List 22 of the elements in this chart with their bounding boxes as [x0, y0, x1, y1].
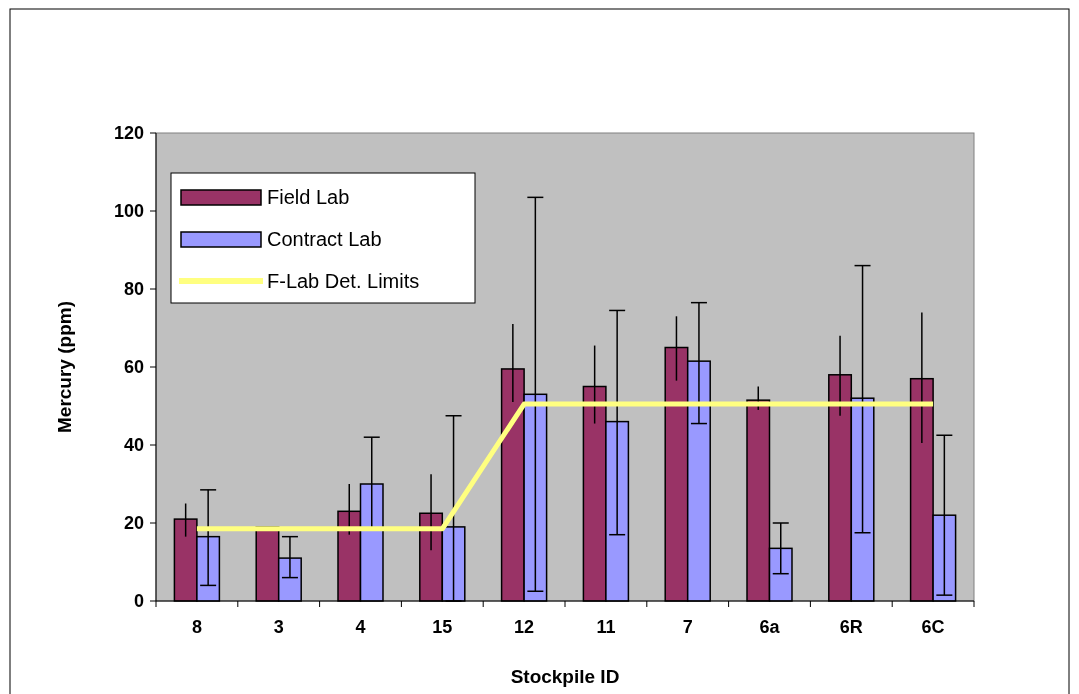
- x-tick-label: 6R: [839, 617, 863, 637]
- x-tick-label: 3: [273, 617, 284, 637]
- x-tick-label: 15: [432, 617, 453, 637]
- y-axis-title: Mercury (ppm): [54, 301, 75, 433]
- legend-label: Contract Lab: [267, 228, 382, 250]
- x-tick-label: 7: [682, 617, 693, 637]
- y-tick-label: 120: [113, 123, 144, 144]
- x-tick-label: 8: [191, 617, 202, 637]
- x-tick-label: 12: [514, 617, 535, 637]
- x-tick-label: 6C: [921, 617, 945, 637]
- legend-label: F-Lab Det. Limits: [267, 270, 420, 292]
- y-tick-label: 80: [123, 279, 144, 300]
- y-tick-label: 100: [113, 201, 144, 222]
- x-tick-label: 4: [355, 617, 366, 637]
- x-tick-label: 11: [596, 617, 616, 637]
- y-tick-label: 40: [123, 435, 144, 456]
- y-tick-label: 0: [133, 591, 144, 612]
- x-tick-label: 6a: [759, 617, 781, 637]
- legend-label: Field Lab: [267, 186, 350, 208]
- y-tick-label: 20: [123, 513, 144, 534]
- y-tick-label: 60: [123, 357, 144, 378]
- x-axis-title: Stockpile ID: [510, 666, 620, 687]
